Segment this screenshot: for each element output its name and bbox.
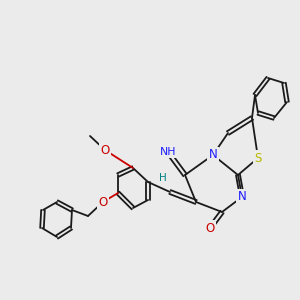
Text: O: O [100,143,109,157]
Text: N: N [208,148,217,161]
Text: H: H [159,173,167,183]
Text: N: N [238,190,246,203]
Text: O: O [98,196,108,208]
Text: O: O [206,221,214,235]
Text: NH: NH [160,147,176,157]
Text: S: S [254,152,262,164]
